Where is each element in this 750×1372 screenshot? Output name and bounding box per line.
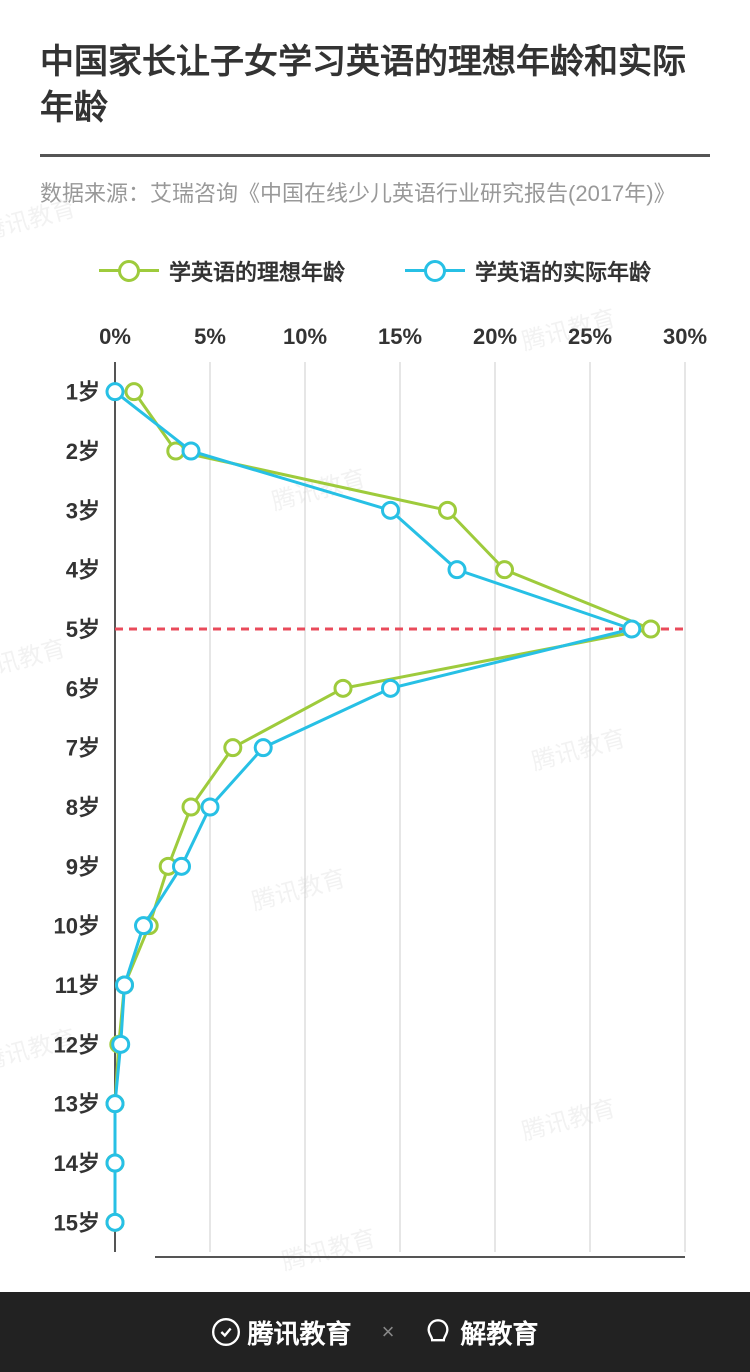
svg-text:12岁: 12岁: [54, 1032, 100, 1057]
svg-text:10岁: 10岁: [54, 913, 100, 938]
svg-text:13岁: 13岁: [54, 1091, 100, 1116]
svg-text:25%: 25%: [568, 324, 612, 349]
svg-text:4岁: 4岁: [66, 557, 100, 582]
svg-text:7岁: 7岁: [66, 735, 100, 760]
legend-item-actual: 学英语的实际年龄: [405, 255, 651, 287]
chart-title: 中国家长让子女学习英语的理想年龄和实际年龄: [40, 40, 710, 132]
svg-text:9岁: 9岁: [66, 854, 100, 879]
svg-text:30%: 30%: [663, 324, 707, 349]
svg-text:8岁: 8岁: [66, 795, 100, 820]
svg-text:15岁: 15岁: [54, 1210, 100, 1235]
svg-text:15%: 15%: [378, 324, 422, 349]
legend-swatch-ideal: [99, 269, 159, 272]
legend-swatch-actual: [405, 269, 465, 272]
svg-text:14岁: 14岁: [54, 1151, 100, 1176]
jie-edu-icon: [424, 1318, 452, 1346]
footer-brand-2: 解教育: [424, 1314, 538, 1351]
svg-text:5%: 5%: [194, 324, 226, 349]
svg-text:3岁: 3岁: [66, 498, 100, 523]
svg-text:10%: 10%: [283, 324, 327, 349]
chart-area: 0% 5% 10% 15% 20% 25% 30% 1岁 2岁 3岁 4岁 5岁 6岁 7岁 8岁 9岁 10岁…: [35, 312, 715, 1277]
svg-text:11岁: 11岁: [55, 973, 100, 998]
svg-text:20%: 20%: [473, 324, 517, 349]
legend: 学英语的理想年龄 学英语的实际年龄: [0, 255, 750, 287]
data-source: 数据来源：艾瑞咨询《中国在线少儿英语行业研究报告(2017年)》: [40, 179, 710, 210]
legend-label-actual: 学英语的实际年龄: [475, 255, 651, 287]
svg-text:1岁: 1岁: [66, 379, 100, 404]
legend-item-ideal: 学英语的理想年龄: [99, 255, 345, 287]
svg-text:0%: 0%: [99, 324, 131, 349]
footer-brand-1: 腾讯教育: [212, 1314, 352, 1351]
svg-text:5岁: 5岁: [66, 617, 100, 642]
title-divider: [40, 154, 710, 157]
tencent-edu-icon: [212, 1318, 240, 1346]
footer: 腾讯教育 × 解教育: [0, 1292, 750, 1372]
svg-text:6岁: 6岁: [66, 676, 100, 701]
footer-separator: ×: [382, 1319, 395, 1345]
line-chart: 0% 5% 10% 15% 20% 25% 30% 1岁 2岁 3岁 4岁 5岁 6岁 7岁 8岁 9岁 10岁…: [35, 312, 715, 1272]
header: 中国家长让子女学习英语的理想年龄和实际年龄 数据来源：艾瑞咨询《中国在线少儿英语…: [0, 0, 750, 210]
svg-text:2岁: 2岁: [66, 439, 100, 464]
legend-label-ideal: 学英语的理想年龄: [169, 255, 345, 287]
